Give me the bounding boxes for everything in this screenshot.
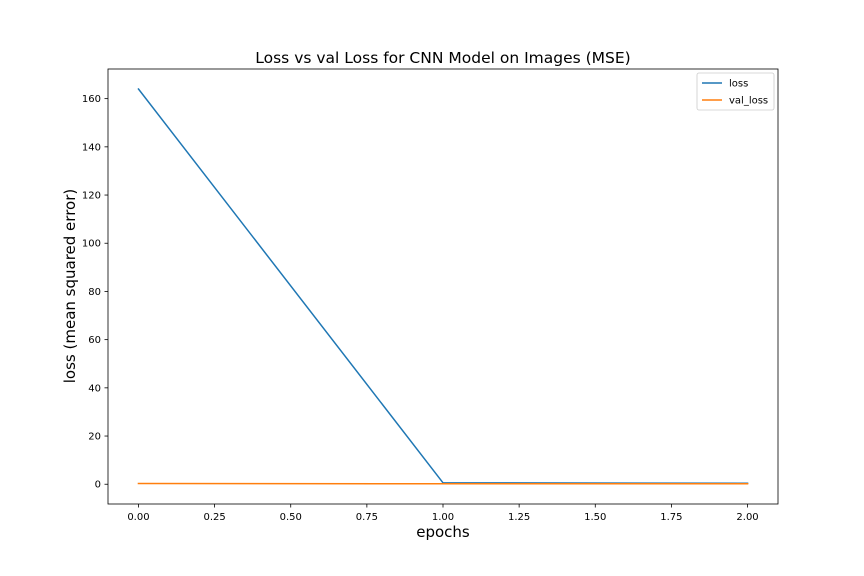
x-tick-label: 0.00 xyxy=(127,512,149,523)
series-lines xyxy=(137,87,749,485)
legend-label: val_loss xyxy=(729,96,768,107)
plot-area xyxy=(108,69,778,504)
y-axis-ticks: 0 20 40 60 80 100 120 140 160 xyxy=(82,94,108,491)
plot-frame xyxy=(107,68,779,505)
y-tick-label: 80 xyxy=(88,287,101,298)
x-tick-label: 1.00 xyxy=(432,512,454,523)
y-tick-label: 20 xyxy=(88,432,101,443)
y-tick-label: 40 xyxy=(88,383,101,394)
y-tick-label: 60 xyxy=(88,335,101,346)
x-tick-label: 1.50 xyxy=(584,512,606,523)
x-tick-label: 1.25 xyxy=(508,512,530,523)
y-axis-label: loss (mean squared error) xyxy=(61,189,79,383)
x-tick-label: 0.50 xyxy=(280,512,302,523)
y-tick-label: 160 xyxy=(82,94,101,105)
x-tick-label: 2.00 xyxy=(736,512,758,523)
y-tick-label: 140 xyxy=(82,142,101,153)
x-tick-label: 0.25 xyxy=(203,512,225,523)
legend-label: loss xyxy=(729,79,748,90)
x-tick-label: 1.75 xyxy=(660,512,682,523)
y-tick-label: 0 xyxy=(95,480,101,491)
y-tick-label: 100 xyxy=(82,239,101,250)
chart-title: Loss vs val Loss for CNN Model on Images… xyxy=(255,49,630,67)
y-tick-label: 120 xyxy=(82,191,101,202)
x-axis-label: epochs xyxy=(416,523,470,541)
x-axis-ticks: 0.00 0.25 0.50 0.75 1.00 1.25 1.50 1.75 2.00 xyxy=(127,504,759,523)
x-tick-label: 0.75 xyxy=(356,512,378,523)
legend: loss val_loss xyxy=(696,72,775,111)
